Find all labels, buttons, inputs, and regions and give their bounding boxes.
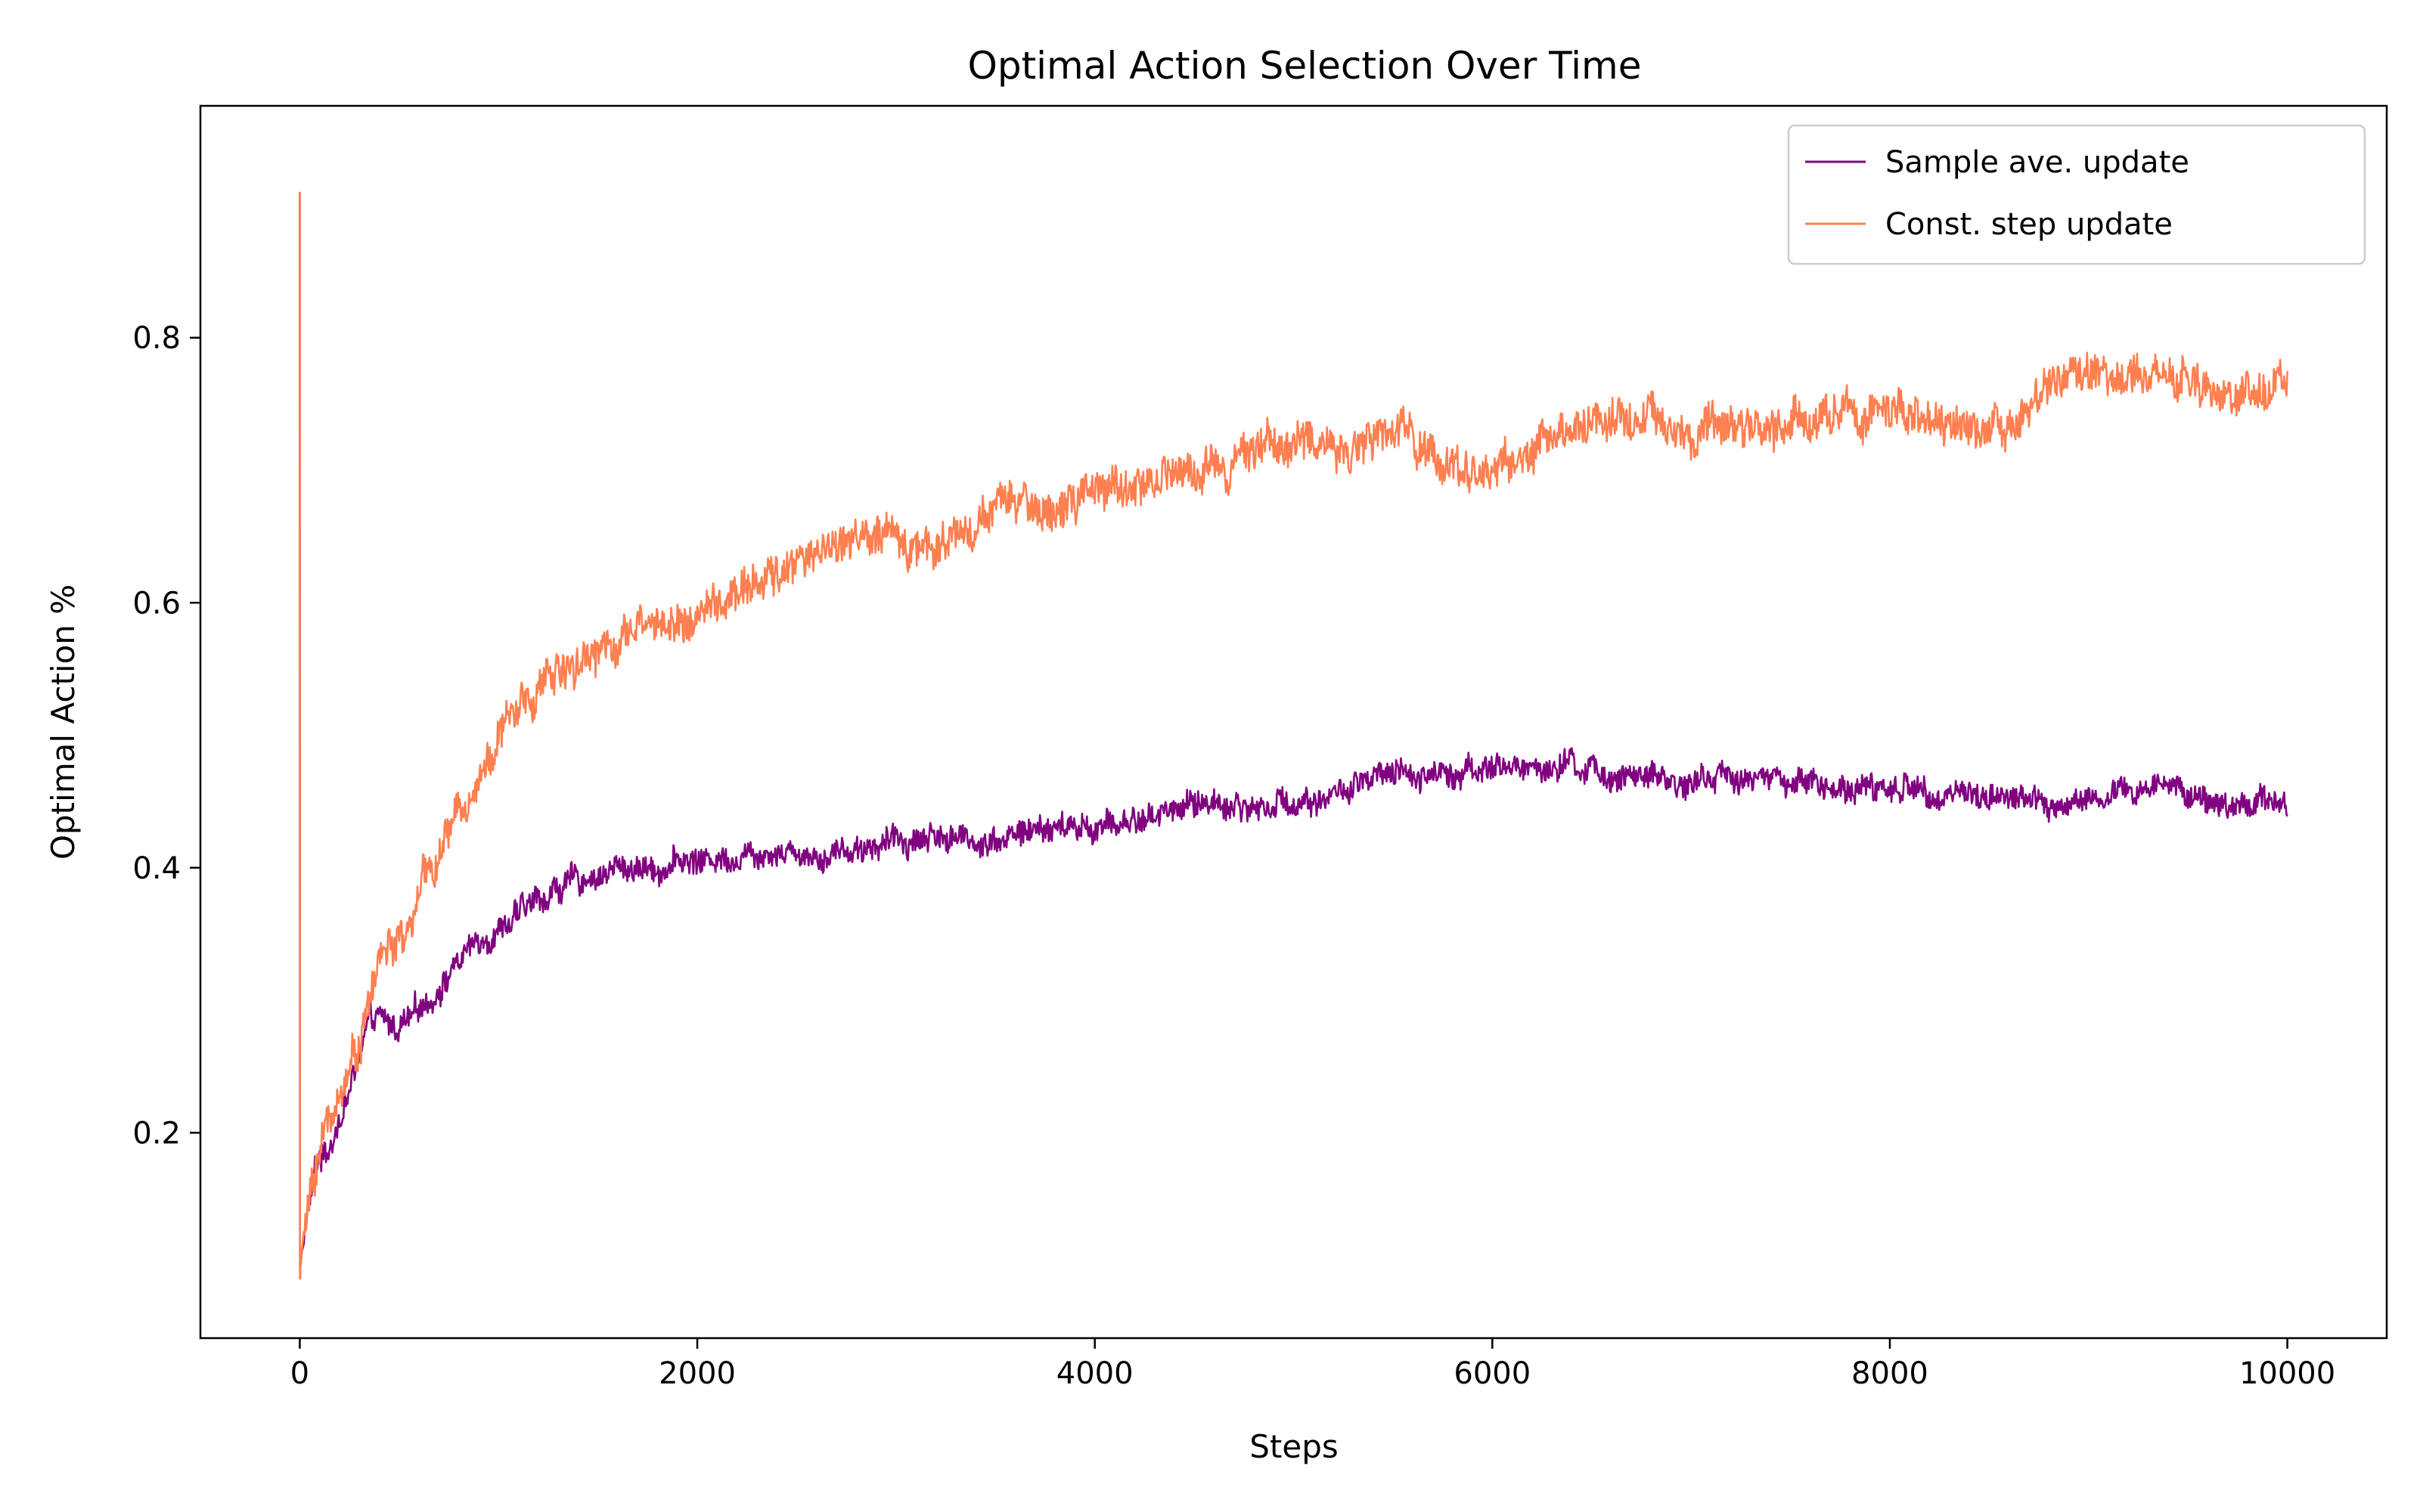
- series-line-1: [299, 191, 2288, 1280]
- x-tick-label: 6000: [1454, 1356, 1531, 1391]
- legend-label-2: Const. step update: [1885, 207, 2173, 242]
- series-line-2: [299, 191, 2288, 1280]
- y-tick-label: 0.6: [132, 586, 181, 621]
- series-layer: [299, 191, 2288, 1280]
- x-tick-label: 8000: [1851, 1356, 1928, 1391]
- x-tick-label: 10000: [2239, 1356, 2335, 1391]
- y-tick-label: 0.8: [132, 321, 181, 356]
- y-axis: 0.2 0.4 0.6 0.8: [132, 321, 200, 1151]
- plot-area: [200, 106, 2387, 1338]
- legend-label-1: Sample ave. update: [1885, 145, 2189, 180]
- y-tick-label: 0.4: [132, 851, 181, 886]
- x-axis: 0 2000 4000 6000 8000 10000: [290, 1338, 2335, 1391]
- plot-frame: [199, 104, 2388, 1340]
- y-axis-label: Optimal Action %: [45, 584, 82, 860]
- legend-box: [1787, 124, 2366, 265]
- legend: Sample ave. update Const. step update: [1787, 124, 2366, 265]
- x-tick-label: 0: [290, 1356, 309, 1391]
- x-tick-label: 4000: [1056, 1356, 1134, 1391]
- x-tick-label: 2000: [659, 1356, 736, 1391]
- y-tick-label: 0.2: [132, 1116, 181, 1151]
- chart-title: Optimal Action Selection Over Time: [967, 44, 1641, 88]
- x-axis-label: Steps: [1249, 1428, 1339, 1465]
